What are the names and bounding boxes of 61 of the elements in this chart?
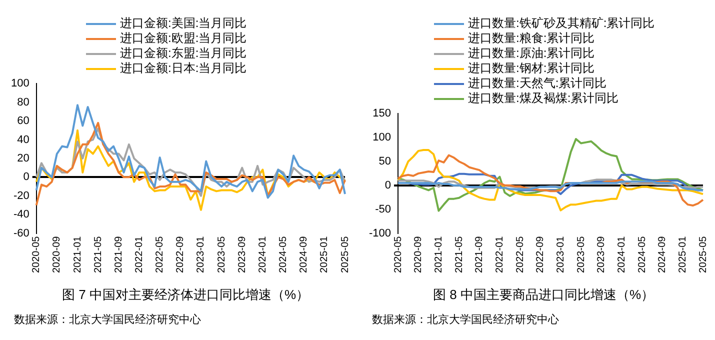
x-tick-label: 2024-05 (278, 236, 290, 274)
y-tick-label: -60 (13, 227, 30, 240)
y-tick-label: 150 (372, 108, 392, 120)
y-tick-label: 40 (17, 134, 30, 146)
x-tick-label: 2022-09 (175, 236, 186, 274)
x-tick-label: 2025-05 (340, 236, 351, 274)
x-tick-label: 2022-09 (535, 236, 546, 274)
y-tick-label: 0 (23, 171, 30, 184)
x-tick-label: 2023-01 (196, 236, 207, 274)
x-tick-label: 2024-01 (257, 236, 268, 274)
source-note: 数据来源：北京大学国民经济研究中心 (13, 312, 202, 327)
x-tick-label: 2023-09 (596, 236, 608, 274)
x-tick-label: 2024-09 (657, 236, 668, 274)
legend-label: 进口金额:欧盟:当月同比 (120, 30, 247, 47)
x-tick-label: 2024-09 (298, 236, 310, 274)
legend-label: 进口金额:美国:当月同比 (120, 15, 247, 32)
x-tick-label: 2025-05 (698, 236, 709, 274)
y-tick-label: 50 (378, 156, 392, 168)
x-tick-label: 2021-01 (433, 236, 444, 274)
legend-label: 进口数量:钢材:累计同比 (468, 60, 595, 77)
x-tick-label: 2021-05 (454, 236, 465, 274)
x-tick-label: 2025-01 (319, 236, 330, 274)
source-note: 数据来源：北京大学国民经济研究中心 (371, 312, 560, 327)
x-tick-label: 2023-05 (216, 236, 228, 274)
y-tick-label: 100 (372, 132, 392, 144)
x-tick-label: 2023-05 (576, 236, 587, 274)
y-tick-label: 100 (10, 78, 30, 90)
x-tick-label: 2024-01 (616, 236, 628, 274)
y-tick-label: 80 (17, 96, 30, 108)
text: 图 7 中国对主要经济体进口同比增速（%） (60, 286, 310, 304)
x-tick-label: 2023-09 (236, 236, 248, 274)
legend-label: 进口数量:天然气:累计同比 (468, 75, 607, 92)
y-tick-label: -20 (13, 190, 30, 202)
x-tick-label: 2020-05 (31, 236, 42, 274)
y-tick-label: -40 (13, 208, 30, 221)
y-tick-label: -100 (368, 227, 392, 240)
y-tick-label: 0 (384, 179, 392, 192)
y-tick-label: 60 (17, 115, 30, 128)
x-tick-label: 2021-05 (92, 236, 104, 274)
legend-label: 进口数量:铁矿砂及其精矿:累计同比 (468, 15, 655, 32)
x-tick-label: 2022-05 (154, 236, 166, 274)
x-tick-label: 2020-09 (52, 236, 63, 274)
x-tick-label: 2023-01 (555, 236, 566, 274)
legend-label: 进口数量:粮食:累计同比 (468, 30, 595, 47)
y-tick-label: -50 (375, 203, 392, 216)
x-tick-label: 2024-05 (636, 236, 648, 274)
legend-label: 进口数量:原油:累计同比 (468, 45, 595, 62)
y-tick-label: 20 (17, 152, 30, 164)
x-tick-label: 2020-05 (392, 236, 404, 274)
x-tick-label: 2021-09 (113, 236, 124, 274)
x-tick-label: 2021-09 (474, 236, 486, 274)
x-tick-label: 2025-01 (677, 236, 688, 274)
x-tick-label: 2020-09 (413, 236, 424, 274)
x-tick-label: 2022-01 (494, 236, 506, 274)
text: 图 8 中国主要商品进口同比增速（%） (432, 286, 655, 304)
x-tick-label: 2022-01 (134, 236, 145, 274)
legend-label: 进口金额:东盟:当月同比 (120, 45, 247, 62)
x-tick-label: 2022-05 (514, 236, 526, 274)
x-tick-label: 2021-01 (72, 236, 84, 274)
legend-label: 进口金额:日本:当月同比 (120, 60, 247, 77)
legend-label: 进口数量:煤及褐煤:累计同比 (468, 90, 619, 107)
